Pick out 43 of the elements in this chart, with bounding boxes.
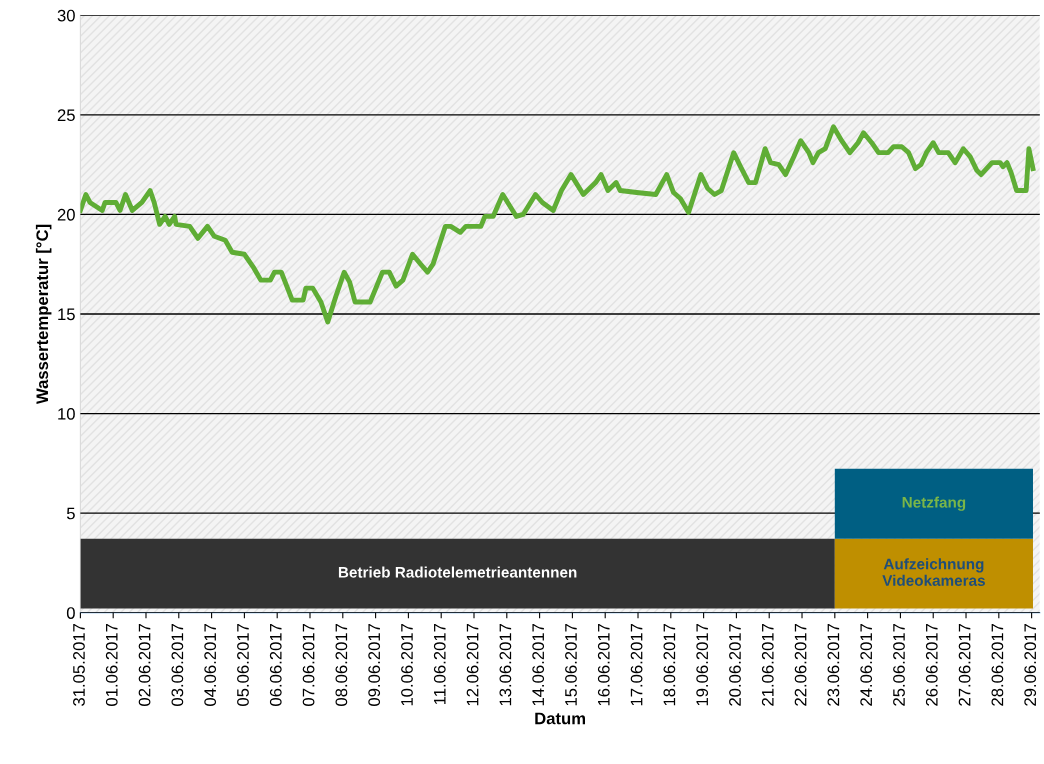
x-tick-label: 23.06.2017 — [827, 623, 840, 706]
x-tick-label: 24.06.2017 — [860, 623, 873, 706]
x-tick-label: 22.06.2017 — [794, 623, 807, 706]
x-tick-label: 15.06.2017 — [565, 623, 577, 706]
x-tick-label: 21.06.2017 — [761, 623, 774, 706]
y-tick-label: 10 — [58, 407, 75, 420]
x-tick-label: 17.06.2017 — [630, 623, 643, 706]
x-tick-label: 05.06.2017 — [237, 623, 249, 706]
x-tick-label: 25.06.2017 — [893, 623, 905, 706]
x-tick-label: 19.06.2017 — [696, 623, 709, 706]
y-tick-label: 15 — [58, 308, 75, 321]
x-tick-label: 31.05.2017 — [73, 623, 85, 706]
x-axis-title: Datum — [535, 712, 585, 725]
x-tick-label: 08.06.2017 — [335, 623, 348, 706]
y-tick-label: 20 — [57, 208, 75, 221]
line-series — [80, 124, 1036, 325]
x-tick-label: 18.06.2017 — [663, 623, 676, 706]
band-label: Aufzeichnung Videokameras — [882, 558, 985, 586]
x-tick-label: 11.06.2017 — [433, 623, 446, 705]
x-tick-label: 28.06.2017 — [991, 623, 1004, 706]
x-tick-label: 04.06.2017 — [204, 623, 217, 706]
y-tick-label: 30 — [57, 9, 75, 22]
x-tick-label: 27.06.2017 — [958, 623, 971, 706]
band-label: Netzfang — [902, 496, 966, 511]
x-tick-label: 07.06.2017 — [302, 623, 315, 706]
y-tick-label: 0 — [66, 607, 75, 619]
x-tick-label: 10.06.2017 — [401, 623, 413, 706]
x-tick-label: 29.06.2017 — [1024, 623, 1037, 706]
y-tick-label: 25 — [57, 109, 75, 122]
x-tick-label: 02.06.2017 — [138, 623, 151, 706]
band-label: Betrieb Radiotelemetrieantennen — [338, 566, 577, 578]
y-tick-label: 5 — [66, 507, 75, 520]
x-tick-label: 20.06.2017 — [729, 623, 741, 706]
x-tick-label: 06.06.2017 — [269, 623, 282, 706]
x-tick-label: 13.06.2017 — [499, 623, 512, 706]
x-tick-label: 03.06.2017 — [171, 623, 184, 706]
x-tick-label: 14.06.2017 — [532, 623, 545, 706]
x-tick-label: 16.06.2017 — [597, 623, 610, 706]
x-tick-label: 26.06.2017 — [925, 623, 938, 706]
x-tick-label: 09.06.2017 — [368, 623, 381, 706]
y-axis-title: Wassertemperatur [°C] — [35, 224, 52, 405]
x-tick-label: 12.06.2017 — [466, 623, 479, 706]
x-tick-label: 01.06.2017 — [105, 623, 118, 706]
